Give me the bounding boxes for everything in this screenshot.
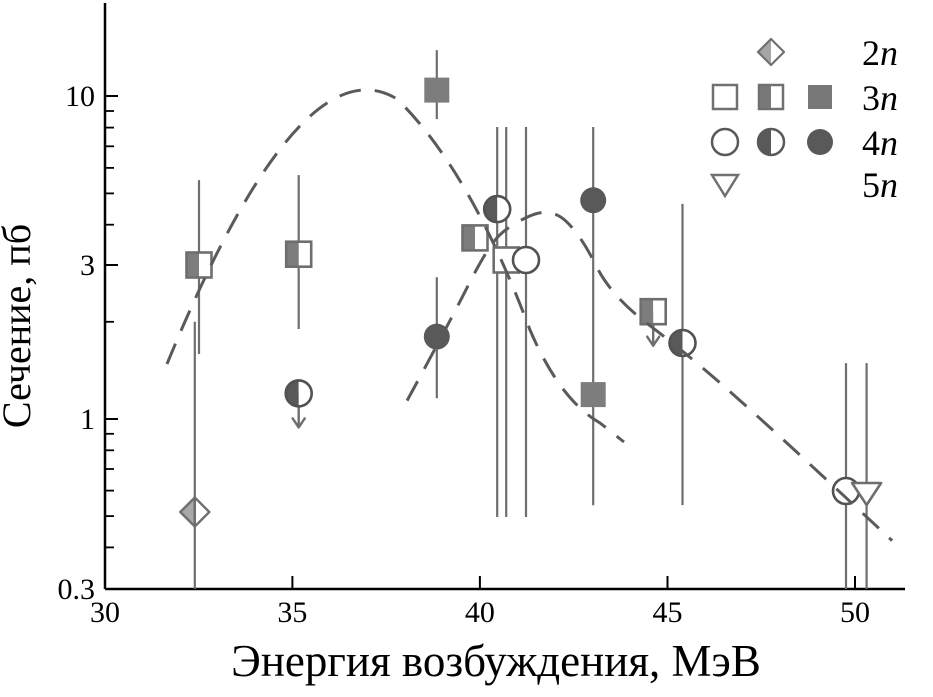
svg-text:3: 3	[80, 249, 95, 282]
svg-text:1: 1	[80, 403, 95, 436]
svg-text:0.3: 0.3	[58, 573, 96, 606]
svg-text:2n: 2n	[862, 33, 898, 73]
svg-text:5n: 5n	[862, 165, 898, 205]
svg-text:45: 45	[653, 596, 683, 629]
svg-text:3n: 3n	[862, 78, 898, 118]
svg-text:10: 10	[65, 80, 95, 113]
svg-text:50: 50	[840, 596, 870, 629]
svg-text:40: 40	[465, 596, 495, 629]
svg-text:4n: 4n	[862, 123, 898, 163]
svg-text:35: 35	[277, 596, 307, 629]
svg-text:Энергия возбуждения, МэВ: Энергия возбуждения, МэВ	[231, 636, 761, 686]
svg-text:Сечение, пб: Сечение, пб	[0, 224, 39, 428]
